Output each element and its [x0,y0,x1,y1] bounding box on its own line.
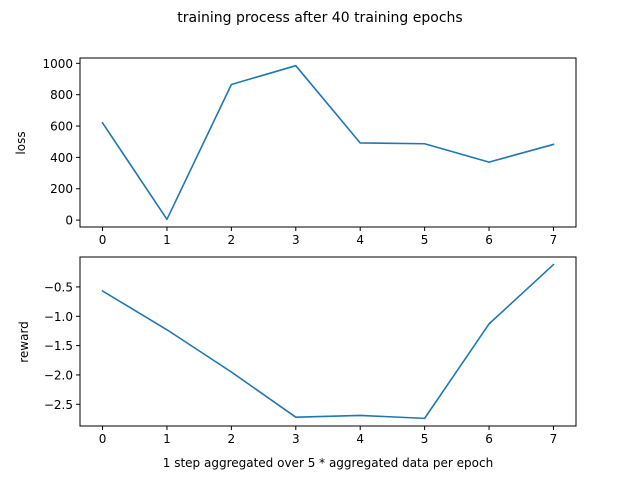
loss-x-tick-label: 4 [356,233,364,247]
loss-y-tick-label: 1000 [42,57,73,71]
reward-series-line [101,263,555,420]
reward-y-axis-label: reward [17,321,31,363]
loss-axes: loss 0 1 2 3 4 5 6 7 0 200 400 600 800 1000 [14,57,577,247]
loss-x-tick-label: 0 [99,233,107,247]
figure-title: training process after 40 training epoch… [177,10,462,26]
reward-y-tick-label: −2.0 [44,368,73,382]
reward-x-tick-label: 4 [356,432,364,446]
reward-x-tick-label: 7 [550,432,558,446]
loss-x-tick-label: 2 [228,233,236,247]
reward-x-tick-label: 1 [163,432,171,446]
reward-x-tick-label: 5 [421,432,429,446]
loss-y-tick-label: 600 [50,120,73,134]
loss-x-tick-label: 7 [550,233,558,247]
loss-y-tick-label: 800 [50,88,73,102]
loss-y-tick-label: 0 [65,214,73,228]
loss-y-axis-label: loss [14,131,28,154]
loss-x-tick-label: 5 [421,233,429,247]
reward-y-tick-label: −1.0 [44,310,73,324]
reward-x-tick-label: 3 [292,432,300,446]
reward-y-tick-label: −1.5 [44,339,73,353]
reward-x-tick-label: 0 [99,432,107,446]
reward-x-tick-label: 2 [228,432,236,446]
reward-y-tick-label: −0.5 [44,280,73,294]
loss-x-tick-label: 1 [163,233,171,247]
reward-axes-frame [79,256,577,427]
loss-y-tick-label: 200 [50,182,73,196]
reward-axes: reward 1 step aggregated over 5 * aggreg… [17,256,577,470]
loss-axes-frame [79,57,577,228]
reward-x-tick-label: 6 [485,432,493,446]
loss-x-tick-label: 3 [292,233,300,247]
reward-y-tick-label: −2.5 [44,398,73,412]
loss-y-tick-label: 400 [50,151,73,165]
loss-series-line [101,64,555,221]
loss-x-tick-label: 6 [485,233,493,247]
reward-x-axis-label: 1 step aggregated over 5 * aggregated da… [163,456,493,470]
